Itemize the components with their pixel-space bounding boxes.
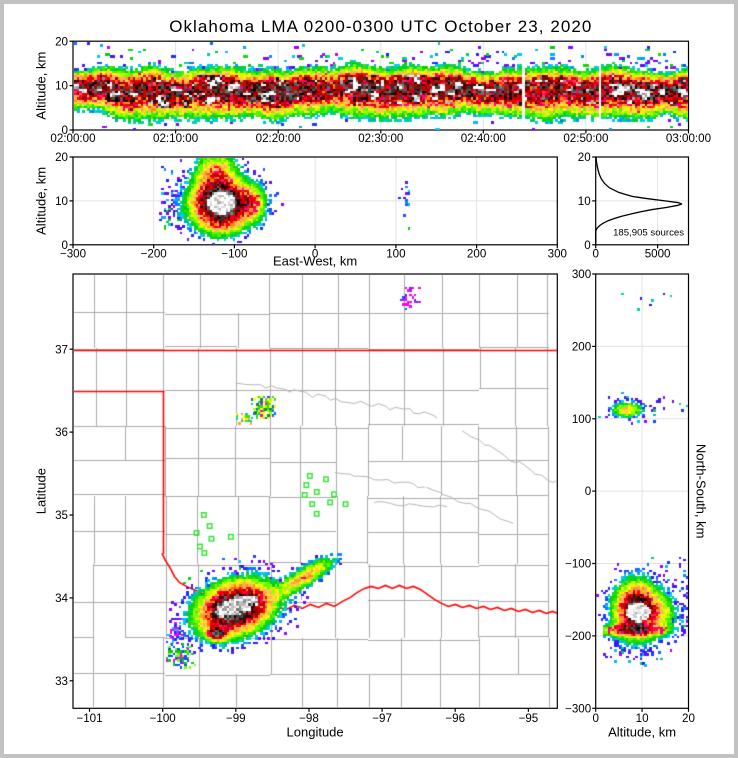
svg-text:North-South, km: North-South, km	[694, 444, 709, 539]
svg-text:−100: −100	[221, 248, 247, 261]
svg-text:20: 20	[682, 712, 695, 725]
svg-text:0: 0	[312, 248, 318, 261]
svg-text:−100: −100	[150, 712, 176, 725]
svg-text:East-West, km: East-West, km	[273, 254, 357, 269]
svg-text:0: 0	[585, 485, 591, 498]
svg-text:10: 10	[55, 80, 68, 93]
svg-text:−100: −100	[565, 558, 591, 571]
svg-text:34: 34	[55, 592, 68, 605]
svg-text:185,905 sources: 185,905 sources	[613, 228, 684, 239]
svg-text:02:30:00: 02:30:00	[358, 132, 403, 145]
svg-text:−300: −300	[565, 702, 591, 715]
svg-text:−98: −98	[299, 712, 319, 725]
svg-text:Altitude, km: Altitude, km	[608, 725, 676, 740]
svg-text:20: 20	[55, 35, 68, 48]
svg-text:Latitude: Latitude	[33, 468, 48, 514]
svg-text:−97: −97	[372, 712, 392, 725]
svg-text:33: 33	[55, 675, 68, 688]
svg-text:−95: −95	[519, 712, 539, 725]
svg-text:−99: −99	[226, 712, 246, 725]
svg-text:35: 35	[55, 509, 68, 522]
svg-text:200: 200	[572, 341, 591, 354]
svg-text:10: 10	[578, 195, 591, 208]
svg-text:36: 36	[55, 426, 68, 439]
svg-text:Altitude, km: Altitude, km	[34, 167, 49, 235]
svg-text:0: 0	[592, 712, 598, 725]
svg-text:0: 0	[592, 248, 598, 261]
svg-text:100: 100	[572, 413, 591, 426]
svg-text:300: 300	[572, 268, 591, 281]
svg-text:300: 300	[548, 248, 567, 261]
svg-text:−300: −300	[60, 248, 86, 261]
svg-text:200: 200	[467, 248, 486, 261]
svg-text:0: 0	[62, 239, 68, 252]
svg-text:02:00:00: 02:00:00	[50, 132, 95, 145]
svg-text:02:40:00: 02:40:00	[461, 132, 506, 145]
svg-text:02:10:00: 02:10:00	[153, 132, 198, 145]
svg-text:Longitude: Longitude	[287, 725, 344, 740]
svg-text:−200: −200	[565, 630, 591, 643]
svg-text:02:50:00: 02:50:00	[563, 132, 608, 145]
svg-text:100: 100	[386, 248, 405, 261]
svg-text:−101: −101	[76, 712, 102, 725]
svg-text:Oklahoma LMA 0200-0300 UTC Oct: Oklahoma LMA 0200-0300 UTC October 23, 2…	[169, 17, 592, 36]
svg-text:0: 0	[584, 239, 590, 252]
svg-text:−96: −96	[445, 712, 465, 725]
svg-text:37: 37	[55, 343, 68, 356]
svg-text:0: 0	[62, 124, 68, 137]
svg-text:02:20:00: 02:20:00	[256, 132, 301, 145]
svg-text:5000: 5000	[645, 248, 671, 261]
svg-text:03:00:00: 03:00:00	[666, 132, 711, 145]
svg-text:20: 20	[55, 151, 68, 164]
svg-text:10: 10	[55, 195, 68, 208]
svg-text:−200: −200	[141, 248, 167, 261]
svg-text:10: 10	[636, 712, 649, 725]
svg-text:20: 20	[578, 151, 591, 164]
svg-text:Altitude, km: Altitude, km	[34, 52, 49, 120]
